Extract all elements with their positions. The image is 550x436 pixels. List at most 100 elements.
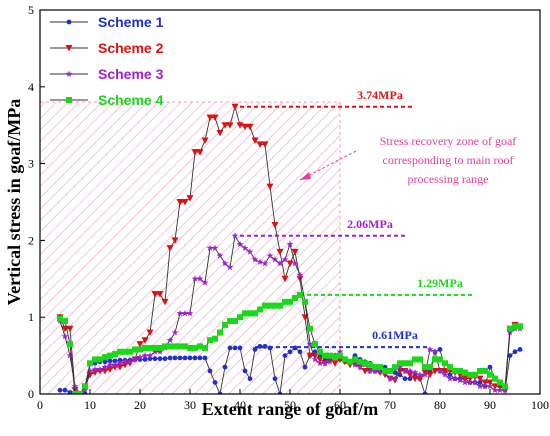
data-point <box>232 318 238 325</box>
annotation-text: processing range <box>408 172 489 186</box>
data-point <box>407 360 413 367</box>
data-point <box>306 352 314 360</box>
data-point <box>67 390 73 394</box>
data-point <box>297 349 303 355</box>
data-point <box>481 382 489 390</box>
data-point <box>137 346 143 353</box>
data-point <box>326 358 334 365</box>
data-point <box>156 291 164 298</box>
data-point <box>486 382 494 390</box>
data-point <box>196 149 204 156</box>
data-point <box>221 122 229 129</box>
data-point <box>281 256 289 263</box>
data-point <box>441 371 449 378</box>
data-point <box>362 360 368 367</box>
data-point <box>97 356 103 363</box>
data-point <box>276 259 284 267</box>
data-point <box>441 367 449 375</box>
data-point <box>167 343 173 350</box>
data-point <box>291 248 299 256</box>
data-point <box>177 355 183 361</box>
y-tick-label: 4 <box>28 80 34 94</box>
data-point <box>372 364 378 371</box>
data-point <box>376 367 384 374</box>
data-point <box>62 387 68 393</box>
data-point <box>57 315 63 322</box>
peak-label: 3.74MPa <box>357 88 403 102</box>
data-point <box>457 367 463 374</box>
data-point <box>176 199 184 206</box>
x-tick-label: 80 <box>434 398 446 412</box>
data-point <box>182 343 188 350</box>
data-point <box>192 355 198 361</box>
data-point <box>117 348 123 355</box>
data-point <box>272 376 278 382</box>
data-point <box>101 363 109 370</box>
data-point <box>266 252 274 259</box>
data-point <box>312 341 318 348</box>
data-point <box>486 379 494 386</box>
data-point <box>201 279 209 286</box>
data-point <box>157 356 163 362</box>
x-tick-label: 0 <box>37 398 43 412</box>
data-point <box>252 347 258 352</box>
data-point <box>266 183 274 191</box>
data-point <box>91 365 99 373</box>
x-tick-label: 40 <box>234 398 246 412</box>
axes: 0 10 20 30 40 50 60 70 80 90 100 0 1 2 3 4 5 <box>28 3 549 412</box>
data-point <box>517 347 523 352</box>
data-point <box>286 240 294 248</box>
data-point <box>61 332 69 340</box>
data-point <box>292 345 298 351</box>
data-point <box>102 359 108 365</box>
data-point <box>126 358 134 365</box>
data-point <box>65 45 73 52</box>
data-point <box>107 358 113 364</box>
data-point <box>181 309 189 317</box>
data-point <box>237 345 243 351</box>
data-point <box>162 343 168 350</box>
data-point <box>281 275 289 283</box>
data-point <box>112 351 118 358</box>
data-point <box>207 337 213 344</box>
data-point <box>501 386 509 393</box>
data-point <box>166 245 174 252</box>
data-point <box>442 360 448 367</box>
zone-annotation: Stress recovery zone of goaf correspondin… <box>299 134 516 186</box>
data-point <box>316 359 324 367</box>
data-point <box>236 240 244 248</box>
data-point <box>426 371 434 379</box>
data-point <box>387 367 393 374</box>
data-point <box>271 222 279 229</box>
legend-label: Scheme 2 <box>98 40 164 56</box>
data-point <box>297 291 303 298</box>
data-point <box>201 137 209 145</box>
data-point <box>251 256 259 263</box>
data-point <box>432 356 438 363</box>
peak-label: 0.61MPa <box>372 328 418 342</box>
data-point <box>306 340 314 347</box>
data-point <box>507 325 513 332</box>
data-point <box>107 352 113 359</box>
data-point <box>222 364 228 370</box>
data-point <box>82 383 88 390</box>
data-point <box>317 348 323 355</box>
data-point <box>316 356 324 363</box>
peak-lines: 3.74MPa 2.06MPa 1.29MPa 0.61MPa <box>240 88 475 349</box>
data-point <box>216 252 224 259</box>
data-point <box>247 310 253 317</box>
data-point <box>322 352 328 359</box>
data-point <box>482 367 488 374</box>
data-point <box>431 367 439 375</box>
data-point <box>257 306 263 313</box>
data-point <box>227 318 233 325</box>
data-point <box>131 355 139 363</box>
data-point <box>191 275 199 282</box>
series-group <box>57 291 523 394</box>
data-point <box>96 365 104 373</box>
data-point <box>336 348 344 355</box>
data-point <box>242 368 248 374</box>
data-point <box>282 298 288 305</box>
data-point <box>471 378 479 386</box>
data-point <box>507 353 513 358</box>
